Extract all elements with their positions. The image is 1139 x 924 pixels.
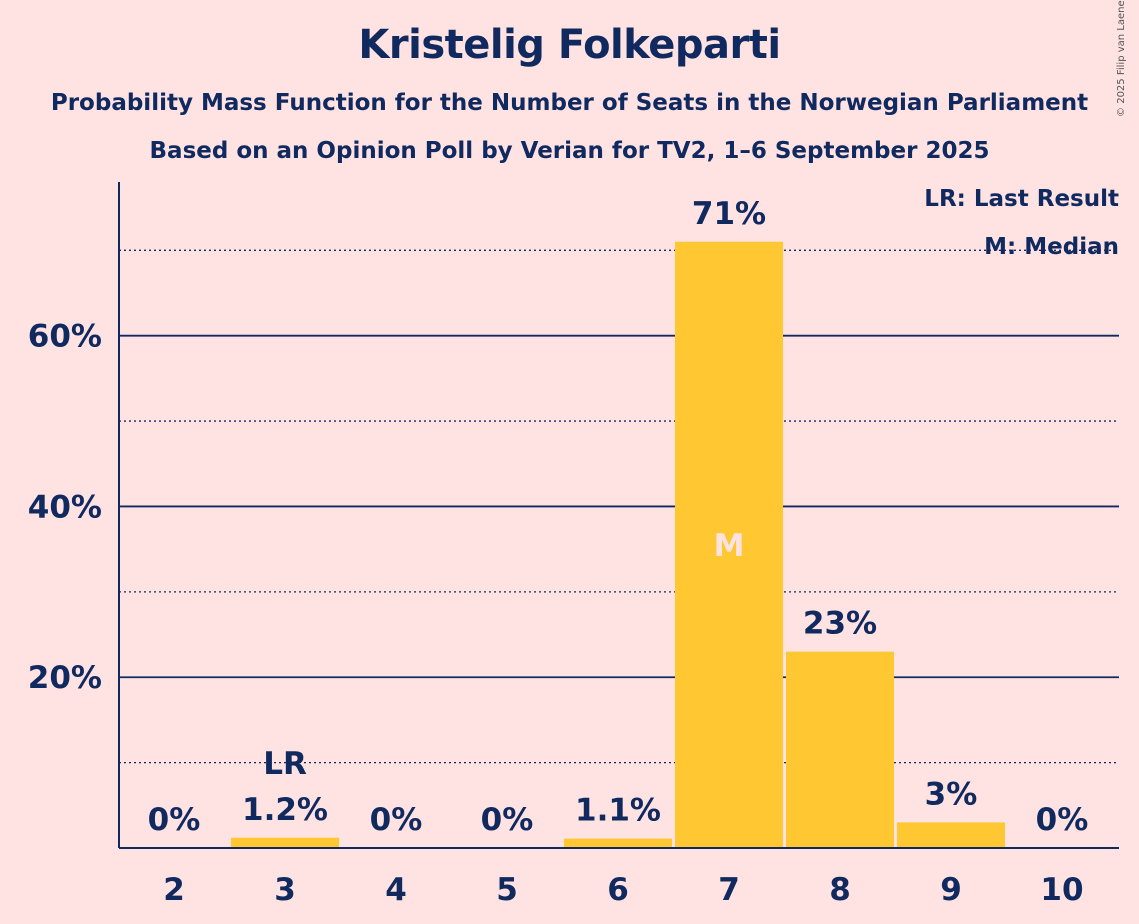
last-result-marker: LR — [263, 746, 307, 782]
chart-source-line: Based on an Opinion Poll by Verian for T… — [149, 138, 990, 164]
y-tick-label: 20% — [28, 660, 102, 696]
bar — [897, 822, 1005, 848]
value-label: 0% — [148, 802, 201, 838]
legend-median: M: Median — [984, 234, 1119, 260]
value-label: 0% — [1036, 802, 1089, 838]
bar — [231, 837, 339, 848]
bar — [564, 838, 672, 848]
value-label: 3% — [925, 776, 978, 812]
x-tick-label: 2 — [163, 872, 185, 908]
x-tick-label: 7 — [718, 872, 740, 908]
y-tick-label: 40% — [28, 489, 102, 525]
x-tick-label: 3 — [274, 872, 296, 908]
bar — [675, 241, 783, 848]
x-tick-label: 6 — [607, 872, 629, 908]
bar — [786, 651, 894, 848]
y-tick-label: 60% — [28, 319, 102, 355]
value-label: 1.1% — [575, 793, 661, 829]
median-marker: M — [714, 528, 745, 564]
value-label: 1.2% — [242, 792, 328, 828]
x-tick-label: 10 — [1040, 872, 1083, 908]
x-tick-label: 8 — [829, 872, 851, 908]
legend-last-result: LR: Last Result — [924, 186, 1119, 212]
x-tick-label: 5 — [496, 872, 518, 908]
value-label: 71% — [692, 196, 766, 232]
chart-subtitle: Probability Mass Function for the Number… — [50, 90, 1089, 116]
x-tick-label: 9 — [940, 872, 962, 908]
chart-title: Kristelig Folkeparti — [358, 22, 781, 68]
value-label: 23% — [803, 606, 877, 642]
value-label: 0% — [370, 802, 423, 838]
value-label: 0% — [481, 802, 534, 838]
x-tick-label: 4 — [385, 872, 407, 908]
